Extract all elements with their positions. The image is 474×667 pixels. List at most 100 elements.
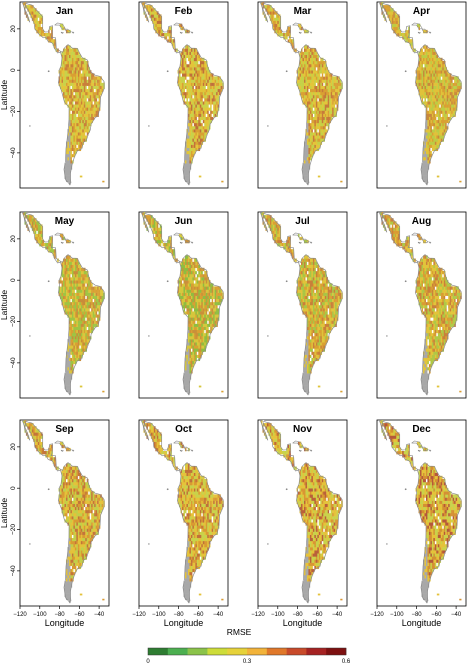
panel-title: Oct — [175, 424, 192, 435]
x-tick-label: −80 — [54, 612, 65, 618]
x-axis-label: Longitude — [283, 618, 323, 628]
x-tick-label: −60 — [312, 612, 323, 618]
x-tick-label: −120 — [13, 612, 27, 618]
x-tick-label: −120 — [132, 612, 146, 618]
rmse-raster — [21, 420, 105, 604]
x-tick-label: −100 — [33, 612, 47, 618]
x-tick-label: −60 — [193, 612, 204, 618]
x-tick-label: −80 — [173, 612, 184, 618]
colorbar-swatch — [187, 648, 208, 655]
colorbar-swatch — [148, 648, 169, 655]
colorbar-swatch — [306, 648, 327, 655]
panel-title: Nov — [293, 424, 312, 435]
y-tick-label: −20 — [10, 524, 17, 535]
colorbar-swatch — [207, 648, 228, 655]
colorbar-swatch — [247, 648, 268, 655]
panel-title: Mar — [294, 6, 312, 17]
rmse-raster — [21, 2, 105, 186]
x-tick-label: −40 — [94, 612, 105, 618]
y-tick-label: −20 — [10, 106, 17, 117]
x-tick-label: −40 — [213, 612, 224, 618]
x-tick-label: −40 — [451, 612, 462, 618]
colorbar-tick-label: 0.6 — [342, 659, 351, 665]
panel-title: Jan — [56, 6, 73, 17]
coastline — [259, 2, 343, 185]
panel-title: Jun — [175, 216, 193, 227]
panel-title: Apr — [413, 6, 430, 17]
y-tick-label: −40 — [10, 357, 17, 368]
y-tick-label: −20 — [10, 316, 17, 327]
x-tick-label: −120 — [370, 612, 384, 618]
x-tick-label: −80 — [292, 612, 303, 618]
coastline — [21, 212, 105, 395]
colorbar-swatch — [266, 648, 287, 655]
y-axis-label: Latitude — [0, 498, 9, 529]
map-panel-oct: Oct −120 −100 −80 −60 −40 Longitude — [132, 419, 229, 628]
rmse-raster — [259, 212, 343, 396]
panel-title: Feb — [175, 6, 193, 17]
x-tick-label: −40 — [332, 612, 343, 618]
x-axis-label: Longitude — [402, 618, 442, 628]
colorbar-swatch — [167, 648, 188, 655]
map-panel-jul: Jul — [257, 211, 348, 399]
map-panel-sep: Sep 20 0 −20 −40 Latitude −120 −100 −80 −60 −40 Lon… — [0, 419, 110, 628]
map-panel-jun: Jun — [138, 211, 229, 399]
y-tick-label: 0 — [10, 278, 17, 282]
x-axis-label: Longitude — [45, 618, 85, 628]
colorbar-swatch — [286, 648, 307, 655]
coastline — [259, 420, 343, 603]
rmse-raster — [378, 212, 462, 396]
x-tick-label: −60 — [74, 612, 85, 618]
coastline — [140, 212, 224, 395]
map-panel-nov: Nov −120 −100 −80 −60 −40 Longitude — [251, 419, 348, 628]
rmse-raster — [140, 2, 224, 186]
colorbar-title: RMSE — [227, 627, 252, 637]
rmse-raster — [21, 212, 105, 396]
colorbar: RMSE 0 0.3 0.6 — [146, 627, 351, 665]
rmse-raster — [140, 212, 224, 396]
map-panel-dec: Dec −120 −100 −80 −60 −40 Longitude — [370, 419, 467, 628]
panel-title: Jul — [295, 216, 310, 227]
x-tick-label: −120 — [251, 612, 265, 618]
colorbar-tick-label: 0 — [146, 659, 150, 665]
y-tick-label: −40 — [10, 147, 17, 158]
x-axis-label: Longitude — [164, 618, 204, 628]
coastline — [21, 2, 105, 185]
rmse-raster — [140, 420, 224, 604]
x-tick-label: −100 — [152, 612, 166, 618]
y-axis-label: Latitude — [0, 80, 9, 111]
x-tick-label: −100 — [271, 612, 285, 618]
x-tick-label: −80 — [411, 612, 422, 618]
map-panel-feb: Feb — [138, 1, 229, 189]
coastline — [378, 420, 462, 603]
panel-title: Aug — [412, 216, 431, 227]
y-tick-label: 0 — [10, 486, 17, 490]
map-panel-jan: Jan 20 0 −20 −40 Latitude — [0, 1, 110, 189]
map-panel-may: May 20 0 −20 −40 Latitude — [0, 211, 110, 399]
y-tick-label: 20 — [10, 443, 17, 451]
coastline — [378, 2, 462, 185]
x-tick-label: −100 — [390, 612, 404, 618]
rmse-raster — [378, 2, 462, 186]
colorbar-swatch — [227, 648, 248, 655]
x-tick-label: −60 — [431, 612, 442, 618]
coastline — [378, 212, 462, 395]
rmse-raster — [378, 420, 462, 604]
map-panel-mar: Mar — [257, 1, 348, 189]
colorbar-tick-label: 0.3 — [243, 659, 252, 665]
panel-title: Dec — [412, 424, 431, 435]
panel-title: May — [55, 216, 75, 227]
panel-title: Sep — [55, 424, 73, 435]
coastline — [21, 420, 105, 603]
y-tick-label: 20 — [10, 25, 17, 33]
y-axis-label: Latitude — [0, 290, 9, 321]
coastline — [140, 2, 224, 185]
rmse-raster — [259, 2, 343, 186]
map-panel-apr: Apr — [376, 1, 467, 189]
map-panel-aug: Aug — [376, 211, 467, 399]
colorbar-swatch — [326, 648, 347, 655]
y-tick-label: 20 — [10, 235, 17, 243]
coastline — [259, 212, 343, 395]
coastline — [140, 420, 224, 603]
